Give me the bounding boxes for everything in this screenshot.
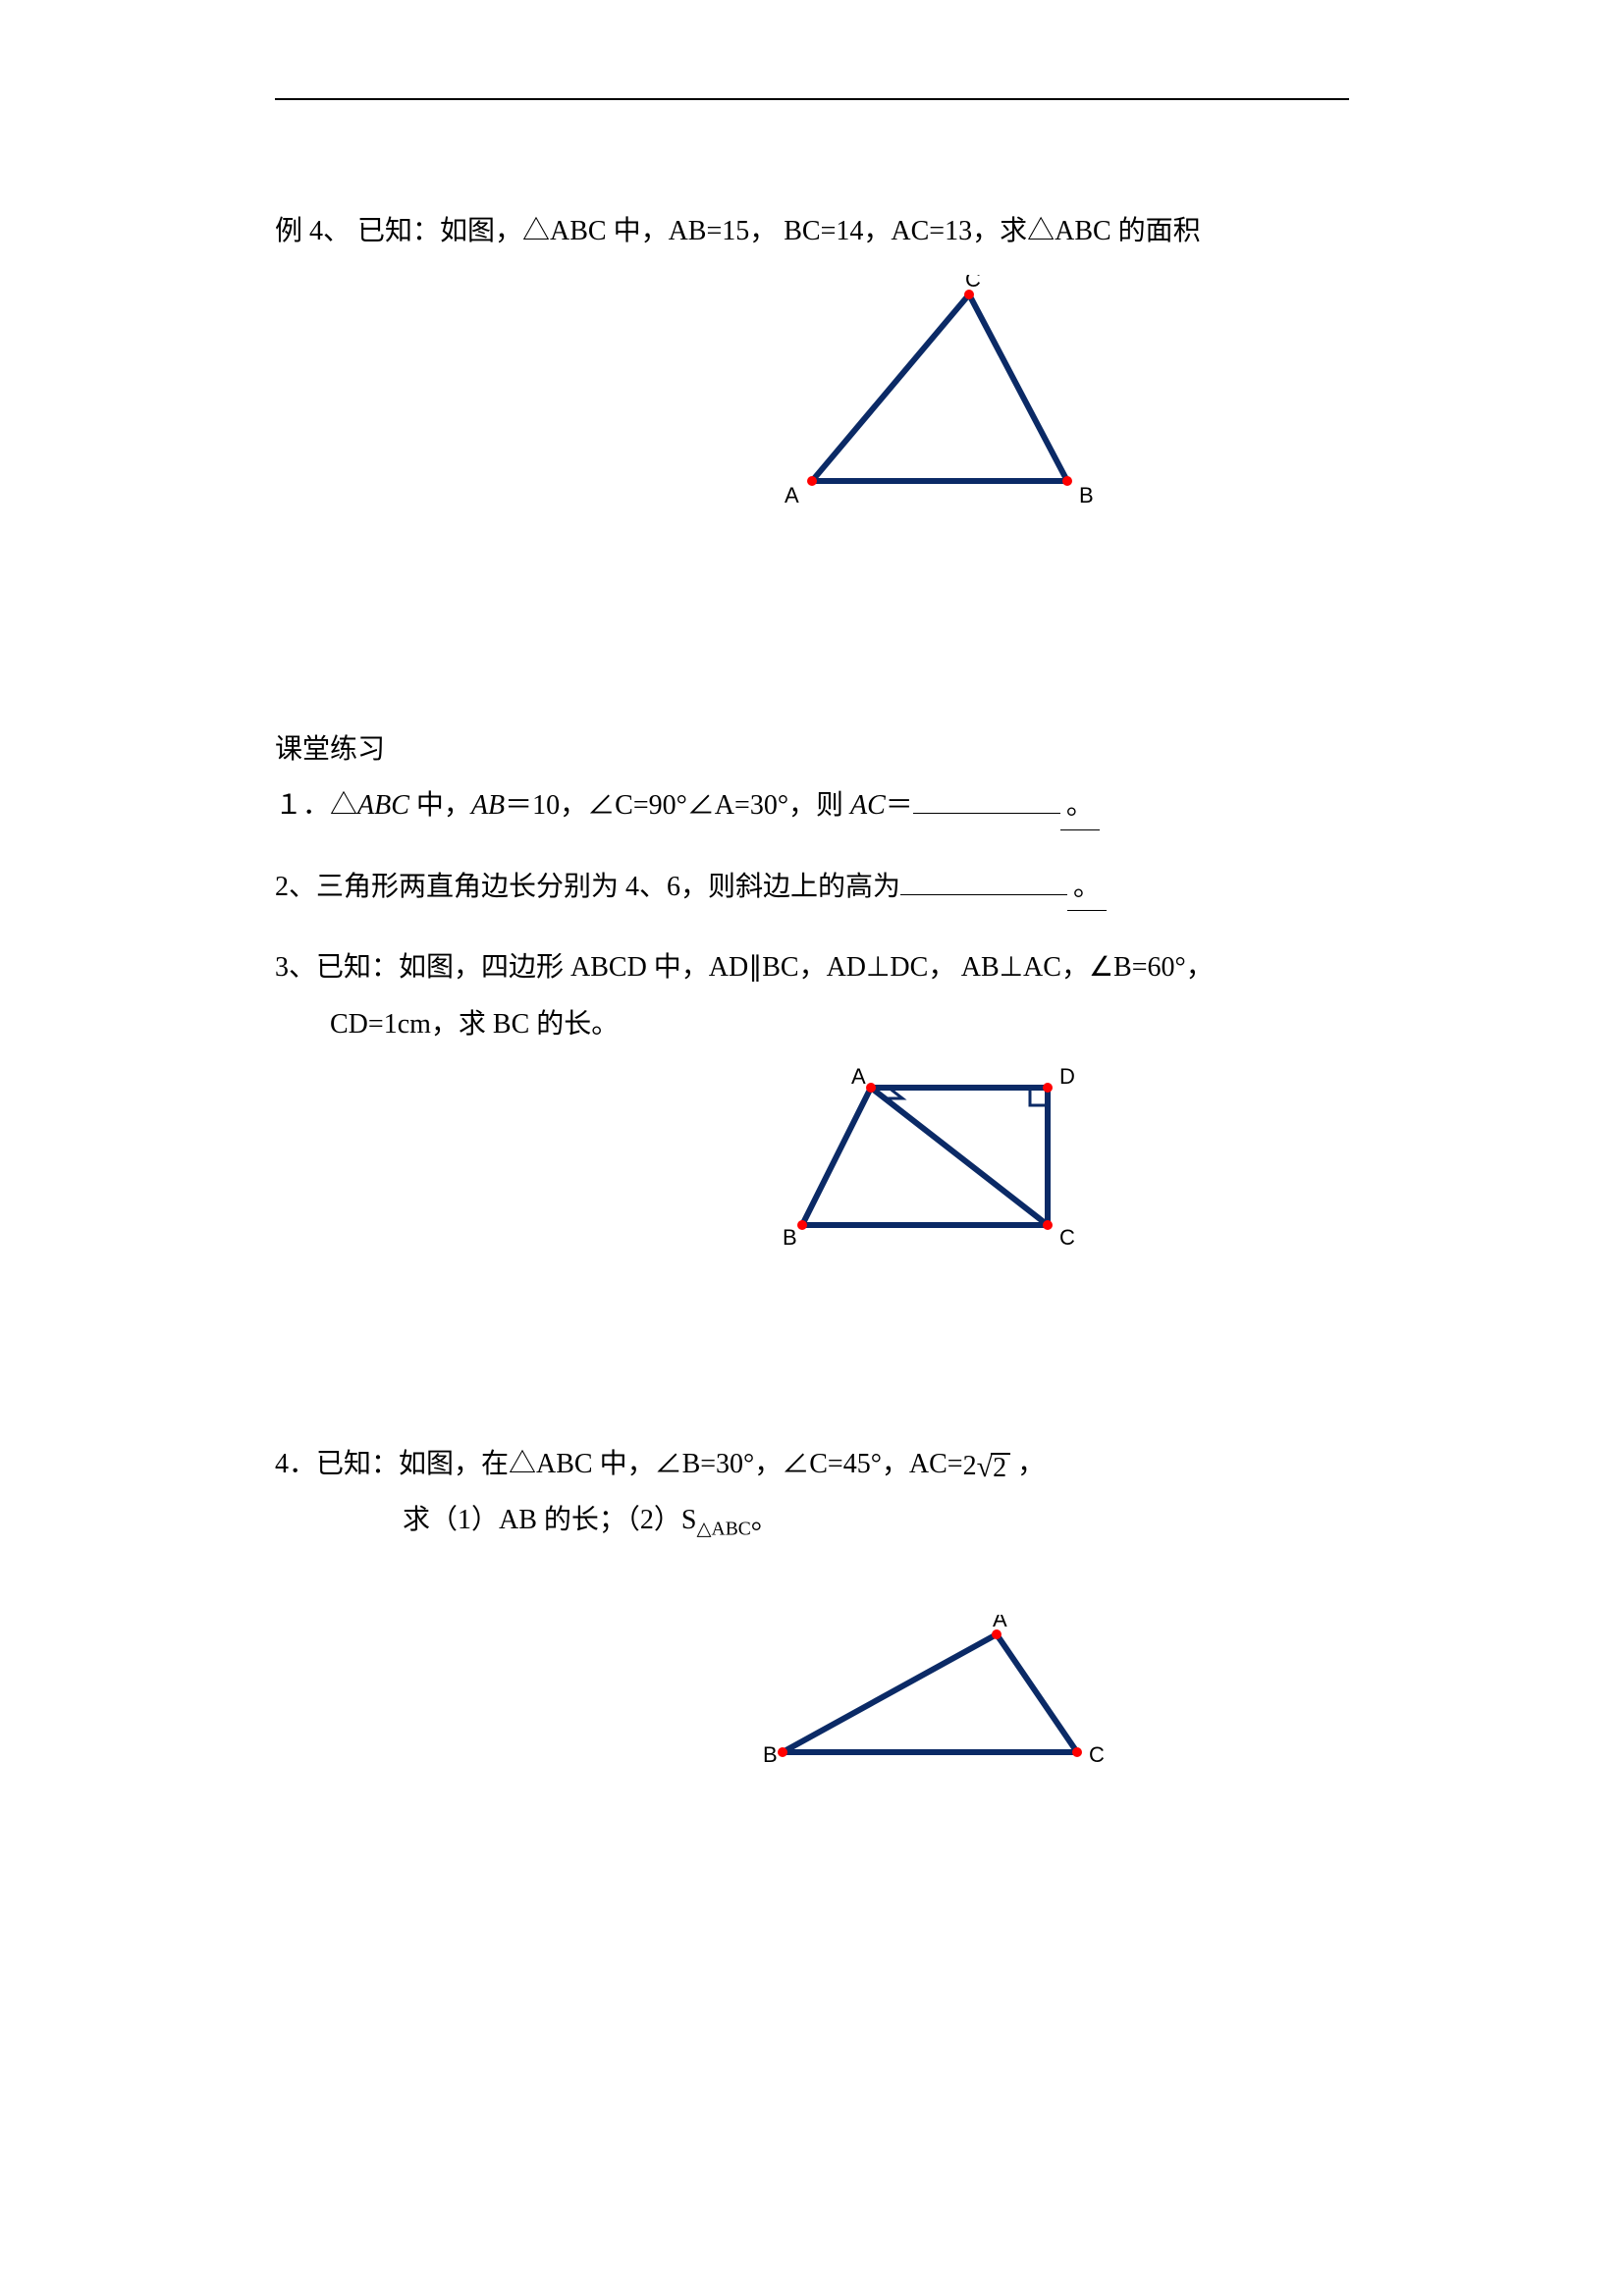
q2-pre: 2、三角形两直角边长分别为 4、6，则斜边上的高为	[275, 872, 900, 902]
q3-figure: A D C B	[783, 1068, 1097, 1255]
spacer	[275, 1294, 1349, 1441]
spacer	[275, 921, 1349, 944]
q3-line1: 3、已知：如图，四边形 ABCD 中，AD∥BC，AD⊥DC， AB⊥AC，∠B…	[275, 944, 1349, 991]
svg-text:D: D	[1059, 1068, 1075, 1089]
svg-text:A: A	[993, 1615, 1007, 1631]
svg-text:B: B	[763, 1742, 778, 1767]
q4-radical: 2√2	[963, 1453, 1010, 1482]
q4-line1: 4．已知：如图，在△ABC 中，∠B=30°，∠C=45°，AC=2√2 ，	[275, 1441, 1349, 1488]
q1-blank	[913, 783, 1060, 814]
q4-rad-coef: 2	[963, 1453, 977, 1480]
q2-text: 2、三角形两直角边长分别为 4、6，则斜边上的高为 。	[275, 864, 1349, 912]
q3-figure-wrap: A D C B	[275, 1068, 1349, 1255]
q1-mid1: 中，	[409, 790, 471, 821]
q4-figure-wrap: B C A	[275, 1615, 1349, 1782]
spacer	[275, 1556, 1349, 1595]
q2-tail: 。	[1067, 864, 1107, 912]
svg-text:C: C	[1089, 1742, 1105, 1767]
q2-blank	[900, 865, 1067, 895]
svg-text:C: C	[965, 275, 981, 292]
spacer	[275, 550, 1349, 726]
q4-line2: 求（1）AB 的长；（2）S△ABC。	[275, 1497, 1349, 1546]
example4-figure: A B C	[773, 275, 1107, 510]
q1-text: １．△ABC 中，AB＝10，∠C=90°∠A=30°，则 AC＝ 。	[275, 782, 1349, 830]
q1-ac: AC	[850, 790, 886, 821]
svg-text:C: C	[1059, 1225, 1075, 1250]
q1-abc: ABC	[357, 790, 409, 821]
svg-text:A: A	[785, 483, 799, 507]
q4-line1-pre: 4．已知：如图，在△ABC 中，∠B=30°，∠C=45°，AC=	[275, 1449, 963, 1479]
q1-mid3: ＝	[886, 790, 913, 821]
spacer	[275, 840, 1349, 864]
q1-tail: 。	[1060, 782, 1100, 830]
q4-line2-sub: △ABC	[696, 1520, 750, 1540]
example4-figure-wrap: A B C	[275, 275, 1349, 510]
q4-line2-pre: 求（1）AB 的长；（2）S	[403, 1505, 696, 1535]
svg-text:B: B	[783, 1225, 797, 1250]
page-content: 例 4、 已知：如图，△ABC 中，AB=15， BC=14，AC=13，求△A…	[275, 98, 1349, 1821]
q1-mid2: ＝10，∠C=90°∠A=30°，则	[505, 790, 850, 821]
q4-radicand: 2	[991, 1453, 1010, 1482]
svg-text:A: A	[851, 1068, 866, 1089]
q4-line2-post: 。	[751, 1505, 779, 1535]
q1-ab: AB	[471, 790, 505, 821]
practice-heading: 课堂练习	[275, 726, 1349, 774]
svg-text:B: B	[1079, 483, 1094, 507]
q3-line2: CD=1cm，求 BC 的长。	[275, 1001, 1349, 1048]
top-rule	[275, 98, 1349, 100]
q4-figure: B C A	[763, 1615, 1116, 1782]
q1-pre: １．△	[275, 790, 357, 821]
q4-line1-post: ，	[1010, 1449, 1045, 1479]
example4-text: 例 4、 已知：如图，△ABC 中，AB=15， BC=14，AC=13，求△A…	[275, 208, 1349, 255]
